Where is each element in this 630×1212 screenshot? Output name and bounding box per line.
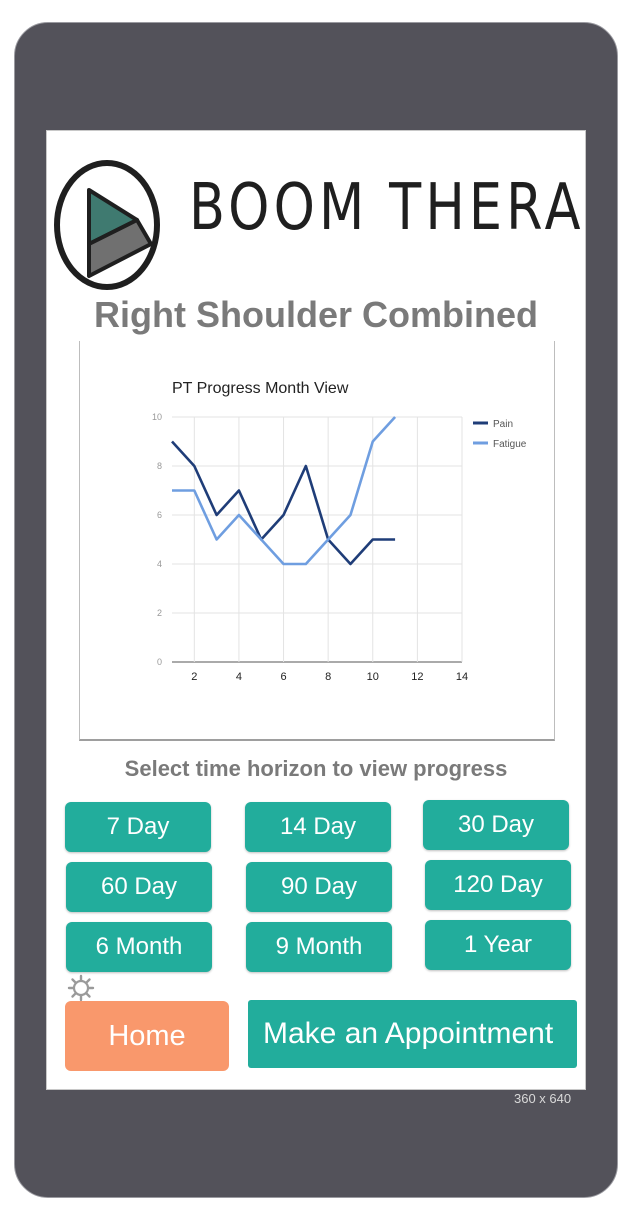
x-tick-label: 14 <box>456 671 468 683</box>
legend-label: Fatigue <box>493 439 527 450</box>
60-day-button[interactable]: 60 Day <box>66 862 212 912</box>
progress-chart: PT Progress Month View 0 2 4 6 8 10 2 4 6 8 10 12 14 P… <box>79 341 555 741</box>
time-horizon-prompt: Select time horizon to view progress <box>124 756 508 781</box>
6-month-button[interactable]: 6 Month <box>66 922 212 972</box>
y-tick-label: 0 <box>157 657 162 667</box>
x-tick-label: 12 <box>411 671 423 683</box>
7-day-button[interactable]: 7 Day <box>65 802 211 852</box>
boom-logo <box>54 160 160 290</box>
legend-label: Pain <box>493 419 513 430</box>
x-tick-label: 2 <box>191 671 197 683</box>
9-month-button[interactable]: 9 Month <box>246 922 392 972</box>
chart-svg: PT Progress Month View 0 2 4 6 8 10 2 4 6 8 10 12 14 P… <box>152 380 527 683</box>
x-tick-label: 10 <box>367 671 379 683</box>
y-tick-label: 4 <box>157 559 162 569</box>
gear-icon[interactable] <box>67 974 95 1002</box>
x-tick-label: 4 <box>236 671 242 683</box>
app-screen: BOOM THERAPY Right Shoulder Combined PT … <box>46 130 586 1090</box>
chart-title: PT Progress Month View <box>172 380 349 397</box>
brand-name: BOOM THERAPY <box>189 171 585 245</box>
make-appointment-button[interactable]: Make an Appointment <box>248 1000 577 1068</box>
30-day-button[interactable]: 30 Day <box>423 800 569 850</box>
y-tick-label: 10 <box>152 412 162 422</box>
home-button[interactable]: Home <box>65 1001 229 1071</box>
y-tick-label: 8 <box>157 461 162 471</box>
page-title: Right Shoulder Combined <box>94 294 538 335</box>
series-line-fatigue <box>172 416 397 566</box>
x-tick-label: 6 <box>280 671 286 683</box>
14-day-button[interactable]: 14 Day <box>245 802 391 852</box>
device-size-label: 360 x 640 <box>514 1091 572 1106</box>
x-tick-label: 8 <box>325 671 331 683</box>
120-day-button[interactable]: 120 Day <box>425 860 571 910</box>
y-tick-label: 6 <box>157 510 162 520</box>
90-day-button[interactable]: 90 Day <box>246 862 392 912</box>
1-year-button[interactable]: 1 Year <box>425 920 571 970</box>
series-line-pain <box>171 440 396 566</box>
y-tick-label: 2 <box>157 608 162 618</box>
